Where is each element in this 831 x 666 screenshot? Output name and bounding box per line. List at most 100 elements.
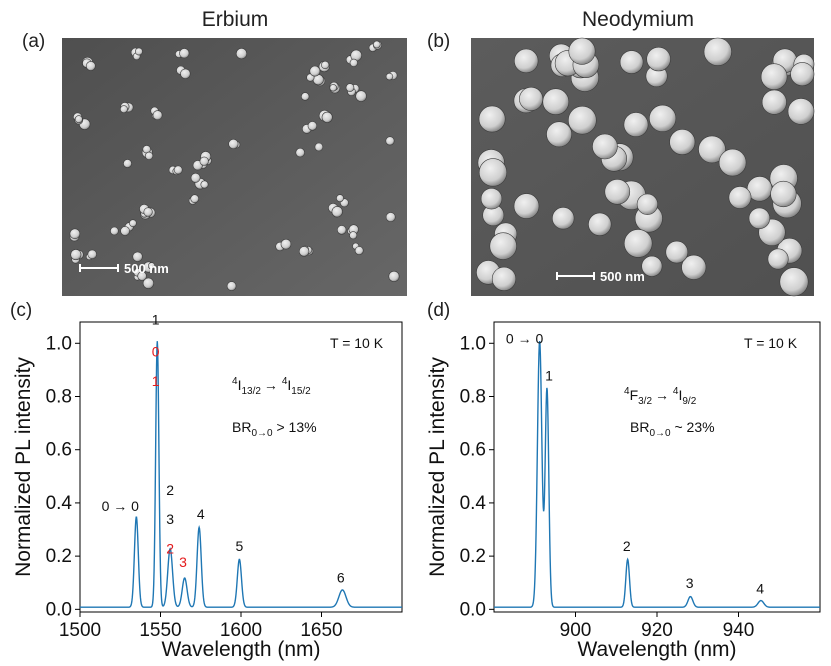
peak-annotation: 0 → 0 [506, 330, 544, 346]
particle [345, 83, 355, 92]
peak-annotation: 3 [166, 511, 174, 527]
sem-image-neodymium: 500 nm [471, 37, 815, 297]
particle [787, 98, 815, 125]
particle [604, 179, 631, 205]
peak-point [184, 579, 186, 581]
particle [388, 270, 400, 282]
peak-annotation: 5 [236, 538, 244, 554]
transition-d-a: 4 [624, 386, 630, 397]
particle [337, 225, 347, 235]
particle [489, 232, 517, 260]
y-tick-label: 0.8 [460, 386, 486, 407]
particle [542, 88, 570, 115]
peak-annotation: 4 [756, 580, 764, 596]
transition-c-d: → [264, 377, 282, 393]
particle [235, 47, 248, 60]
particle [728, 186, 752, 209]
peak-annotation: 2 [623, 538, 631, 554]
particle [199, 156, 209, 166]
peak-point [627, 560, 629, 562]
particle [385, 212, 396, 222]
particle [134, 47, 143, 56]
particle [567, 105, 597, 135]
y-tick-label: 1.0 [460, 333, 486, 354]
transition-d-f: I [678, 387, 682, 403]
branching-ratio-c: BR0→0 > 13% [232, 419, 317, 439]
panel-label-d: (d) [427, 300, 450, 321]
panel-label-a: (a) [22, 31, 45, 52]
particle [718, 148, 747, 177]
transition-d-d: → [655, 387, 673, 403]
peak-annotation: 1 [152, 312, 160, 328]
particle [354, 246, 364, 255]
transition-d-b: F [630, 387, 639, 403]
peak-point [546, 390, 548, 392]
transition-d-e: 4 [673, 386, 679, 397]
particle [123, 159, 132, 168]
particle [200, 180, 209, 189]
chart-neodymium-spectrum: 900 920 940 0.0 0.2 0.4 0.6 0.8 1.0 0 → 0 1 2 3 4 Wa… [426, 321, 821, 661]
series-line-c [80, 341, 402, 608]
x-tick-label: 1650 [300, 620, 342, 641]
particle [190, 172, 201, 183]
particle [760, 63, 788, 90]
peak-annotation: 3 [686, 575, 694, 591]
particle [69, 228, 81, 240]
transition-label-c: 4I13/2 → 4I15/2 [232, 376, 311, 397]
scale-bar-label-erbium: 500 nm [124, 261, 169, 276]
particle [120, 105, 128, 114]
particle [648, 104, 677, 132]
particle [179, 48, 190, 59]
x-tick-label: 1550 [139, 620, 181, 641]
particle [110, 226, 119, 236]
particle [143, 207, 153, 217]
y-tick-label: 0.0 [460, 599, 486, 620]
transition-c-b: I [238, 377, 242, 393]
particle [120, 226, 130, 236]
particle [298, 246, 310, 257]
particle [478, 105, 506, 133]
x-tick-label: 900 [560, 620, 592, 641]
particle [307, 121, 318, 131]
particle [226, 281, 237, 291]
particle [790, 62, 815, 87]
ticks-d: 900 920 940 0.0 0.2 0.4 0.6 0.8 1.0 [460, 333, 755, 641]
particle [301, 92, 310, 101]
y-tick-label: 0.2 [46, 546, 72, 567]
transition-d-g: 9/2 [682, 396, 696, 407]
peak-annotation: 0 → 0 [102, 498, 140, 514]
x-axis-label-d: Wavelength (nm) [577, 638, 736, 661]
peak-annotation: 2 [166, 541, 174, 557]
particle [665, 240, 689, 264]
branching-d-rest: ~ 23% [671, 419, 715, 435]
branching-d-sub: 0→0 [649, 428, 671, 439]
particle [546, 121, 573, 148]
particles-erbium [69, 40, 400, 291]
particle [295, 147, 305, 158]
particle [349, 58, 358, 68]
particle [137, 271, 147, 281]
particle [321, 111, 333, 123]
y-tick-label: 0.8 [46, 386, 72, 407]
peak-point [198, 529, 200, 531]
particle [173, 165, 183, 175]
peak-annotation: 0 [152, 344, 160, 360]
peak-markers-d [539, 342, 762, 603]
particle [309, 65, 321, 77]
panel-label-b: (b) [427, 31, 450, 52]
particle [761, 89, 787, 115]
particle [767, 248, 789, 270]
particle [190, 194, 199, 203]
peak-point [238, 560, 240, 562]
particle [646, 46, 671, 72]
particle [142, 277, 154, 289]
transition-label-d: 4F3/2 → 4I9/2 [624, 386, 697, 407]
particle [519, 86, 544, 111]
annotations-d: 0 → 0 1 2 3 4 [506, 330, 764, 596]
particle [480, 188, 503, 210]
